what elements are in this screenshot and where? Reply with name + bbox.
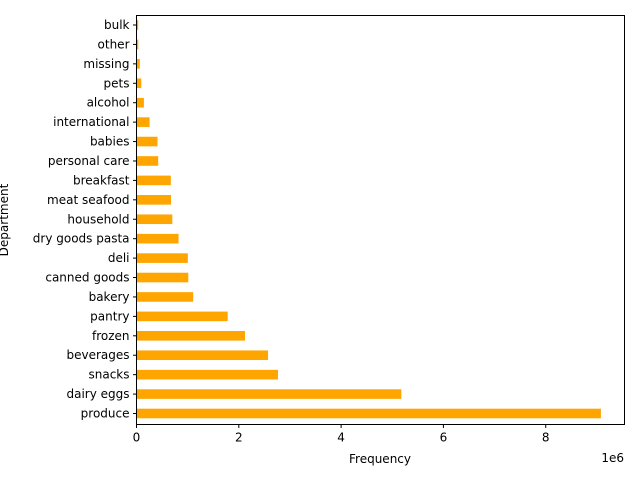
plot-frame [136,15,625,425]
y-tick-label: deli [108,251,130,265]
bar-babies [136,136,158,147]
y-tick-label: other [98,37,130,51]
x-tick-label: 6 [440,431,448,445]
bar-bulk [136,20,139,30]
y-tick-label: bulk [104,18,130,32]
y-tick-label: snacks [88,368,129,382]
x-tick-label: 4 [337,431,345,445]
y-tick-label: pets [104,76,130,90]
bar-beverages [136,350,269,361]
y-axis-label: Department [0,183,11,256]
x-axis-ticks: 0 2 4 6 8 [133,424,550,445]
bar-deli [136,253,188,263]
x-tick-label: 2 [235,431,243,445]
x-axis-label: Frequency [349,452,411,466]
y-tick-label: missing [83,57,129,71]
y-tick-label: international [53,115,129,129]
bar-dairy-eggs [136,389,402,399]
y-tick-label: dry goods pasta [33,232,130,246]
bar-pets [136,78,142,89]
bar-personal-care [136,156,159,166]
bar-frozen [136,331,246,341]
y-tick-label: canned goods [45,271,129,285]
bar-pantry [136,311,228,322]
y-tick-label: breakfast [73,173,130,187]
y-tick-label: dairy eggs [66,387,129,401]
bar-international [136,117,150,127]
bar-bakery [136,292,194,302]
x-tick-label: 8 [542,431,550,445]
bar-snacks [136,369,279,380]
y-tick-label: beverages [66,348,129,362]
y-tick-label: produce [81,407,130,421]
y-tick-label: bakery [89,290,130,304]
x-tick-label: 0 [133,431,141,445]
y-tick-label: frozen [92,329,130,343]
bar-dry-goods-pasta [136,233,179,244]
bar-meat-seafood [136,195,172,205]
y-tick-label: meat seafood [47,193,129,207]
y-tick-label: personal care [48,154,130,168]
bars-group [136,20,601,419]
bar-alcohol [136,97,144,108]
y-tick-label: babies [90,135,130,149]
bar-canned-goods [136,272,189,283]
x-scale-label: 1e6 [601,451,624,465]
bar-household [136,214,173,225]
y-axis-ticks: produce dairy eggs snacks beverages frozen pa… [33,18,137,421]
bar-produce [136,408,601,419]
bar-missing [136,59,140,69]
y-tick-label: household [67,212,129,226]
y-tick-label: pantry [90,309,129,323]
bar-other [136,39,139,50]
y-tick-label: alcohol [87,96,130,110]
bar-breakfast [136,175,171,186]
